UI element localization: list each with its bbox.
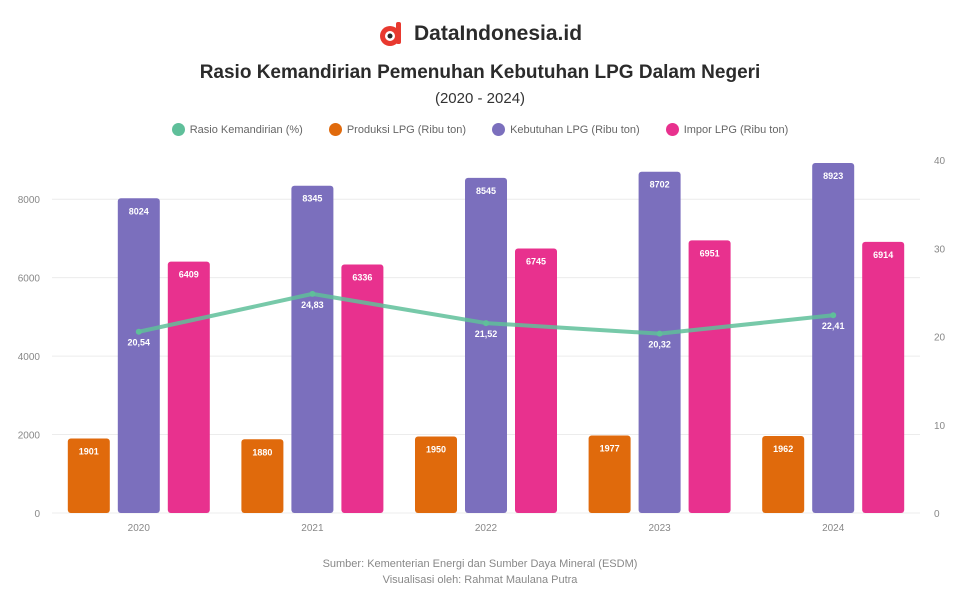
bar	[117, 198, 160, 513]
bar	[762, 436, 805, 513]
x-tick-label: 2024	[822, 523, 845, 534]
ratio-point	[656, 330, 663, 337]
legend-item[interactable]: Produksi LPG (Ribu ton)	[328, 123, 467, 136]
ratio-value-label: 24,83	[301, 300, 324, 310]
bar-value-label: 1901	[79, 446, 99, 456]
y-left-tick-label: 0	[34, 509, 40, 520]
source-note: Sumber: Kementerian Energi dan Sumber Da…	[0, 556, 960, 588]
y-right-tick-label: 0	[934, 509, 940, 520]
legend-label: Produksi LPG (Ribu ton)	[346, 123, 467, 136]
chart-legend: Rasio Kemandirian (%) Produksi LPG (Ribu …	[0, 123, 960, 136]
visualization-credit: Visualisasi oleh: Rahmat Maulana Putra	[382, 574, 578, 586]
ratio-value-label: 20,32	[648, 340, 671, 350]
ratio-point	[830, 312, 837, 319]
y-right-tick-label: 40	[934, 156, 946, 167]
ratio-value-label: 20,54	[128, 338, 151, 348]
y-left-tick-label: 4000	[18, 352, 41, 363]
bar	[638, 171, 681, 513]
legend-item[interactable]: Kebutuhan LPG (Ribu ton)	[492, 123, 640, 136]
chart-title: Rasio Kemandirian Pemenuhan Kebutuhan LP…	[199, 62, 761, 83]
bar-value-label: 6951	[700, 248, 720, 258]
legend-swatch	[171, 123, 185, 136]
ratio-value-label: 22,41	[822, 321, 845, 331]
source-text: Sumber: Kementerian Energi dan Sumber Da…	[322, 558, 638, 570]
y-left-tick-label: 6000	[18, 274, 41, 285]
x-tick-label: 2022	[475, 523, 498, 534]
bar-value-label: 8545	[476, 186, 496, 196]
bar	[515, 248, 557, 513]
x-tick-label: 2020	[128, 523, 151, 534]
bar-value-label: 8024	[129, 206, 149, 216]
bar	[291, 185, 334, 513]
bar	[241, 439, 284, 513]
bar	[465, 177, 507, 513]
legend-swatch	[492, 123, 506, 136]
bar	[812, 163, 855, 513]
legend-item[interactable]: Rasio Kemandirian (%)	[171, 123, 303, 136]
chart-plot: 0 2000 4000 6000 8000 0 10 20 30 40 1901 8024 6409 20…	[18, 156, 946, 534]
y-right-tick-label: 10	[934, 421, 946, 432]
bar	[588, 435, 631, 513]
legend-swatch	[665, 123, 679, 136]
legend-item[interactable]: Impor LPG (Ribu ton)	[665, 123, 789, 136]
x-tick-label: 2021	[301, 523, 324, 534]
bar	[688, 240, 731, 513]
bar	[415, 436, 457, 513]
legend-label: Rasio Kemandirian (%)	[189, 123, 303, 136]
legend-label: Impor LPG (Ribu ton)	[683, 123, 789, 136]
ratio-point	[135, 328, 142, 335]
ratio-value-label: 21,52	[475, 329, 498, 339]
y-left-tick-label: 8000	[18, 195, 41, 206]
bar	[67, 438, 110, 513]
bar-value-label: 8923	[823, 171, 843, 181]
brand-header: DataIndonesia.id	[0, 20, 960, 48]
bar-value-label: 1880	[252, 447, 272, 457]
brand-name: DataIndonesia.id	[413, 22, 583, 45]
bar-value-label: 6914	[873, 250, 893, 260]
y-right-tick-label: 30	[934, 244, 946, 255]
bar-value-label: 8345	[302, 194, 322, 204]
dataindonesia-logo-icon	[379, 22, 401, 46]
legend-swatch	[328, 123, 342, 136]
bar-value-label: 6745	[526, 256, 546, 266]
bar-value-label: 1977	[600, 443, 620, 453]
y-left-tick-label: 2000	[18, 431, 41, 442]
chart-subtitle: (2020 - 2024)	[434, 90, 526, 107]
legend-label: Kebutuhan LPG (Ribu ton)	[510, 123, 640, 136]
bar-value-label: 8702	[650, 180, 670, 190]
bar	[167, 261, 210, 513]
y-right-tick-label: 20	[934, 333, 946, 344]
bar-value-label: 1950	[426, 445, 446, 455]
x-tick-label: 2023	[648, 523, 671, 534]
ratio-point	[309, 290, 316, 297]
bar-value-label: 1962	[773, 444, 793, 454]
ratio-point	[483, 320, 489, 327]
bar-value-label: 6336	[352, 272, 372, 282]
bar	[341, 264, 384, 513]
bar-value-label: 6409	[179, 270, 199, 280]
bar	[862, 241, 905, 513]
